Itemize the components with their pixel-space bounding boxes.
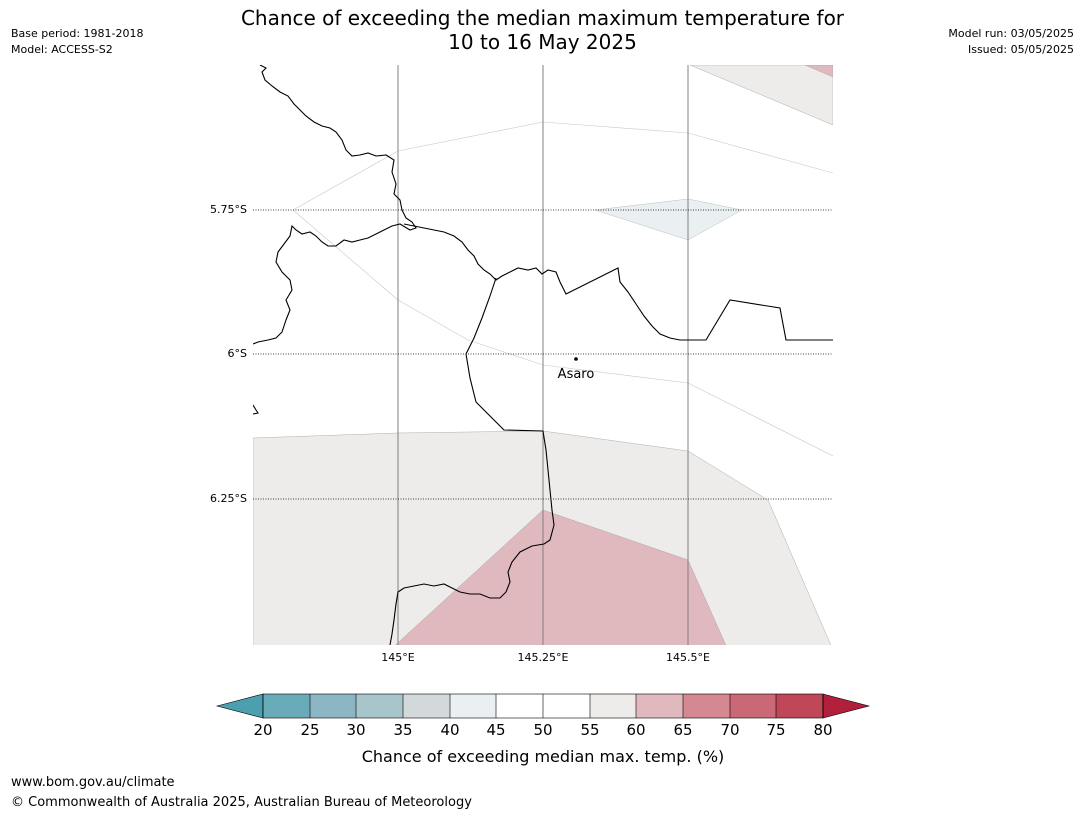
footer-copyright: © Commonwealth of Australia 2025, Austra… [11, 795, 472, 810]
meta-left: Base period: 1981-2018 Model: ACCESS-S2 [11, 26, 143, 58]
colorbar-cell-35-40 [403, 694, 450, 718]
colorbar-tick-40: 40 [440, 721, 459, 739]
colorbar-cell-40-45 [450, 694, 496, 718]
colorbar-cell-45-50 [496, 694, 543, 718]
base-period: Base period: 1981-2018 [11, 27, 144, 40]
boundary-line-north [253, 65, 417, 345]
lat-label-6-25s: 6.25°S [210, 492, 247, 505]
map-panel [253, 65, 833, 645]
region-55-60-top-right [689, 65, 833, 126]
lat-label-5-75s: 5.75°S [210, 203, 247, 216]
colorbar-tick-80: 80 [813, 721, 832, 739]
lon-label-145-5e: 145.5°E [666, 651, 710, 664]
model-name: Model: ACCESS-S2 [11, 43, 113, 56]
colorbar-tick-60: 60 [626, 721, 645, 739]
lon-label-145e: 145°E [381, 651, 414, 664]
meta-right: Model run: 03/05/2025 Issued: 05/05/2025 [948, 26, 1074, 58]
model-run: Model run: 03/05/2025 [948, 27, 1074, 40]
colorbar-tick-25: 25 [300, 721, 319, 739]
colorbar-cell-25-30 [310, 694, 356, 718]
colorbar-cell-60-65 [636, 694, 683, 718]
colorbar-frame [262, 693, 824, 719]
colorbar-cell-65-70 [683, 694, 730, 718]
colorbar-tick-70: 70 [720, 721, 739, 739]
boundary-stub-west [253, 404, 259, 415]
colorbar-tick-55: 55 [580, 721, 599, 739]
place-marker [574, 357, 578, 361]
title-line-2: 10 to 16 May 2025 [448, 30, 637, 54]
colorbar-tick-65: 65 [673, 721, 692, 739]
colorbar-cell-50-55 [543, 694, 590, 718]
footer-url: www.bom.gov.au/climate [11, 775, 175, 790]
region-60-65-top-right [804, 65, 833, 78]
colorbar-cell-75-80 [776, 694, 823, 718]
boundary-line-south [389, 277, 555, 645]
colorbar-cell-70-75 [730, 694, 776, 718]
boundary-line-central [403, 223, 833, 341]
region-40-45-diamond [594, 198, 743, 241]
colorbar-cell-30-35 [356, 694, 403, 718]
title-line-1: Chance of exceeding the median maximum t… [240, 6, 845, 30]
lat-label-6s: 6°S [228, 347, 247, 360]
colorbar-extend-over [822, 693, 871, 719]
lon-label-145-25e: 145.25°E [518, 651, 569, 664]
colorbar-extend-under [215, 693, 264, 719]
colorbar: 20 25 30 35 40 45 50 55 60 65 70 75 80 C… [215, 693, 871, 766]
colorbar-tick-30: 30 [346, 721, 365, 739]
colorbar-tick-35: 35 [393, 721, 412, 739]
colorbar-tick-50: 50 [533, 721, 552, 739]
colorbar-cell-20-25 [263, 694, 310, 718]
colorbar-tick-45: 45 [486, 721, 505, 739]
colorbar-tick-20: 20 [253, 721, 272, 739]
colorbar-tick-75: 75 [766, 721, 785, 739]
chart-title: Chance of exceeding the median maximum t… [0, 6, 1085, 54]
contour-line-middle [292, 209, 833, 457]
colorbar-cell-55-60 [590, 694, 636, 718]
issued-date: Issued: 05/05/2025 [967, 43, 1074, 56]
colorbar-title: Chance of exceeding median max. temp. (%… [362, 747, 725, 766]
place-label: Asaro [558, 367, 595, 382]
